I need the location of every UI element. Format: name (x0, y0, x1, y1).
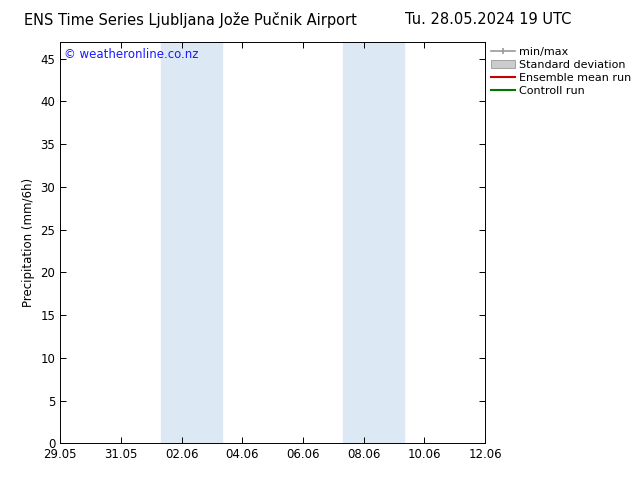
Legend: min/max, Standard deviation, Ensemble mean run, Controll run: min/max, Standard deviation, Ensemble me… (491, 47, 631, 96)
Bar (161, 42, 222, 443)
Text: © weatheronline.co.nz: © weatheronline.co.nz (65, 48, 199, 61)
Y-axis label: Precipitation (mm/6h): Precipitation (mm/6h) (22, 178, 35, 307)
Bar (344, 42, 404, 443)
Text: Tu. 28.05.2024 19 UTC: Tu. 28.05.2024 19 UTC (405, 12, 571, 27)
Text: ENS Time Series Ljubljana Jože Pučnik Airport: ENS Time Series Ljubljana Jože Pučnik Ai… (23, 12, 357, 28)
